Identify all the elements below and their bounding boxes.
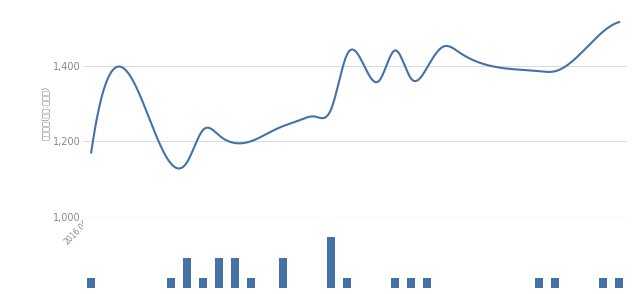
- Bar: [407, 278, 415, 288]
- Bar: [327, 237, 335, 288]
- Y-axis label: 거래금액(단위:백만원): 거래금액(단위:백만원): [41, 86, 50, 140]
- Bar: [423, 278, 431, 288]
- Bar: [599, 278, 607, 288]
- Bar: [199, 278, 207, 288]
- Bar: [87, 278, 95, 288]
- Bar: [183, 258, 191, 288]
- Bar: [279, 258, 287, 288]
- Bar: [167, 278, 175, 288]
- Bar: [343, 278, 351, 288]
- Bar: [535, 278, 543, 288]
- Bar: [551, 278, 559, 288]
- Bar: [615, 278, 623, 288]
- Bar: [247, 278, 255, 288]
- Bar: [391, 278, 399, 288]
- Bar: [215, 258, 223, 288]
- Bar: [231, 258, 239, 288]
